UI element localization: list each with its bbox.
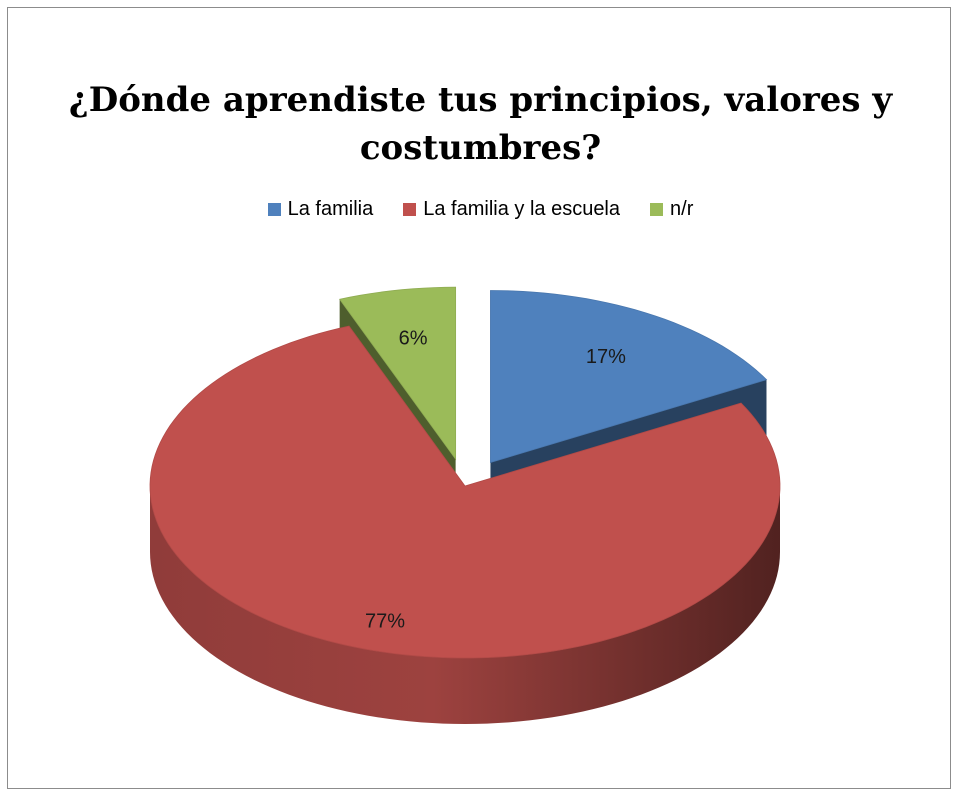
pie-slice-la-familia-y-la-escuela (149, 325, 781, 659)
legend-label-la-familia: La familia (287, 198, 374, 220)
data-label-n-r: 6% (399, 328, 428, 350)
legend-swatch-la-familia (267, 203, 281, 216)
pie-tops (149, 286, 781, 659)
pie-slice-wall-la-familia-y-la-escuela (150, 486, 780, 724)
chart-legend: La familia La familia y la escuela n/r (0, 198, 961, 221)
data-label-la-familia: 17% (586, 346, 626, 368)
legend-swatch-la-familia-y-la-escuela (403, 203, 417, 216)
chart-title: ¿Dónde aprendiste tus principios, valore… (0, 76, 961, 172)
pie-slice-n-r (338, 286, 457, 461)
legend-label-la-familia-y-la-escuela: La familia y la escuela (423, 198, 621, 220)
legend-item-la-familia: La familia (267, 198, 374, 221)
chart-title-line-2: costumbres? (359, 128, 602, 168)
legend-item-n-r: n/r (650, 198, 693, 221)
pie-data-labels: 17% 77% 6% (365, 328, 626, 633)
pie-slice-la-familia (490, 290, 768, 464)
chart-title-line-1: ¿Dónde aprendiste tus principios, valore… (68, 80, 893, 120)
pie-front-walls (150, 486, 780, 724)
legend-swatch-n-r (650, 203, 664, 216)
data-label-la-familia-y-la-escuela: 77% (365, 611, 405, 633)
legend-label-n-r: n/r (670, 198, 694, 220)
legend-item-la-familia-y-la-escuela: La familia y la escuela (403, 198, 620, 221)
